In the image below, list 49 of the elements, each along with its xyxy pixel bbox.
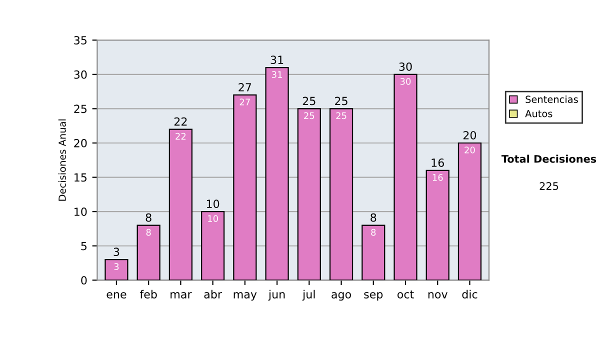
x-tick-label: jul	[302, 290, 315, 301]
x-tick-label: feb	[140, 290, 157, 298]
total-label: 20	[463, 131, 476, 140]
total-label: 31	[270, 56, 284, 64]
legend-label: Sentencias	[526, 95, 578, 104]
data-label: 8	[146, 228, 151, 236]
data-label: 20	[464, 146, 475, 154]
total-label: 25	[335, 96, 348, 106]
x-tick-label: may	[234, 292, 257, 301]
y-tick-label: 0	[81, 276, 87, 285]
y-tick-label: 10	[74, 208, 87, 216]
x-tick-label: oct	[397, 290, 414, 298]
x-tick-label: abr	[204, 290, 222, 298]
y-tick-label: 15	[74, 173, 87, 182]
legend-label: Autos	[525, 110, 552, 118]
data-label: 31	[272, 71, 282, 78]
data-label: 25	[336, 112, 346, 120]
y-tick-label: 25	[74, 104, 87, 114]
x-tick-label: ene	[106, 292, 126, 298]
x-tick-label: sep	[364, 292, 383, 301]
total-label: 22	[174, 117, 187, 126]
data-label: 22	[176, 132, 186, 140]
total-label: 8	[146, 213, 152, 222]
y-tick-label: 5	[81, 242, 87, 250]
y-tick-label: 30	[74, 70, 87, 79]
y-tick-label: 20	[74, 138, 87, 148]
x-tick-label: mar	[170, 292, 192, 298]
total-label: 25	[302, 96, 316, 106]
data-label: 30	[400, 78, 411, 85]
x-tick-label: jun	[268, 290, 285, 301]
y-tick-label: 35	[74, 36, 87, 44]
data-label: 8	[371, 228, 376, 236]
y-axis-title: Decisiones Anual	[58, 119, 66, 201]
data-label: 25	[304, 112, 314, 120]
total-label: 16	[432, 158, 444, 167]
data-label: 27	[240, 98, 250, 106]
total-label: 3	[114, 248, 120, 256]
total-label: 8	[370, 213, 376, 222]
x-tick-label: ago	[332, 292, 351, 301]
total-label: 10	[206, 200, 220, 208]
total-label: 27	[238, 83, 252, 92]
text: 225	[540, 182, 558, 190]
data-label: 10	[208, 215, 218, 222]
text: Total Decisiones	[501, 154, 596, 163]
data-label: 3	[114, 263, 119, 270]
data-label: 16	[432, 174, 443, 181]
x-tick-label: nov	[428, 292, 448, 298]
x-tick-label: dic	[462, 290, 478, 298]
total-label: 30	[399, 62, 412, 71]
